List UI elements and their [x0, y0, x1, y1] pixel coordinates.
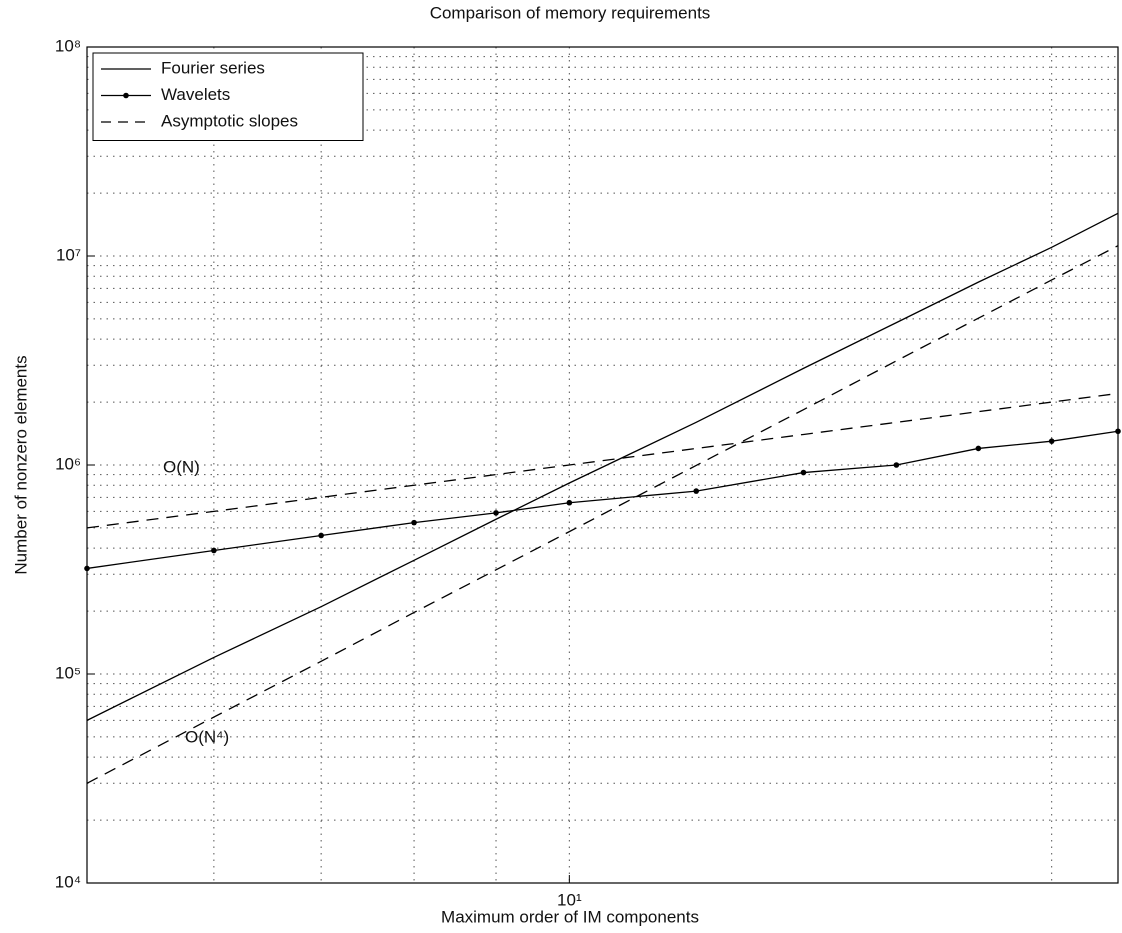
legend-label: Fourier series [161, 58, 265, 77]
y-tick-label: 10⁴ [55, 872, 81, 891]
point [211, 547, 217, 554]
series-line [86, 245, 1119, 784]
x-tick-label: 10¹ [557, 890, 582, 909]
chart-title: Comparison of memory requirements [430, 3, 711, 22]
plot-frame [86, 46, 1119, 884]
legend-label: Asymptotic slopes [161, 111, 298, 130]
annotation: O(N) [163, 457, 200, 476]
series-line [86, 212, 1119, 721]
y-axis-label: Number of nonzero elements [11, 355, 30, 574]
point [975, 445, 982, 452]
legend-box [92, 52, 364, 141]
y-tick-label: 10⁶ [55, 454, 81, 473]
point [1115, 428, 1121, 435]
point [693, 488, 700, 494]
annotation: O(N⁴) [185, 727, 229, 746]
legend-marker [123, 92, 129, 99]
point [800, 469, 807, 476]
y-tick-label: 10⁵ [55, 663, 81, 682]
series-line [86, 392, 1119, 529]
point [566, 499, 573, 506]
x-axis-label: Maximum order of IM components [441, 907, 699, 926]
point [893, 462, 900, 468]
point [1048, 438, 1055, 444]
series-line [86, 430, 1119, 570]
point [318, 532, 324, 539]
point [493, 510, 499, 516]
y-tick-label: 10⁸ [55, 36, 81, 55]
point [84, 565, 90, 572]
point [411, 519, 417, 526]
legend-label: Wavelets [161, 85, 230, 104]
y-tick-label: 10⁷ [56, 245, 81, 264]
